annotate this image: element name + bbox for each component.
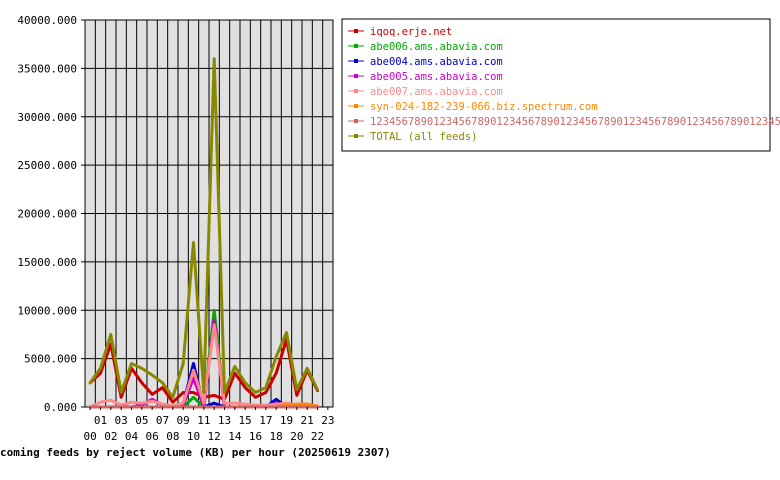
y-tick-label: 25000.000 xyxy=(17,159,77,172)
x-tick-label: 09 xyxy=(177,414,190,427)
legend-marker xyxy=(354,59,358,63)
x-tick-label: 03 xyxy=(115,414,128,427)
x-tick-label: 11 xyxy=(197,414,210,427)
chart-caption: coming feeds by reject volume (KB) per h… xyxy=(0,446,391,459)
x-tick-label: 12 xyxy=(208,430,221,443)
y-tick-label: 0.000 xyxy=(44,401,77,414)
x-tick-label: 07 xyxy=(156,414,169,427)
y-tick-label: 35000.000 xyxy=(17,62,77,75)
y-tick-label: 5000.000 xyxy=(24,353,77,366)
x-tick-label: 01 xyxy=(94,414,107,427)
y-tick-label: 30000.000 xyxy=(17,111,77,124)
x-tick-label: 14 xyxy=(228,430,242,443)
legend-label: syn-024-182-239-066.biz.spectrum.com xyxy=(370,101,598,113)
legend-marker xyxy=(354,29,358,33)
legend-label: TOTAL (all feeds) xyxy=(370,131,477,143)
legend-marker xyxy=(354,44,358,48)
legend-marker xyxy=(354,119,358,123)
x-tick-label: 06 xyxy=(146,430,159,443)
x-tick-label: 15 xyxy=(239,414,252,427)
legend-marker xyxy=(354,89,358,93)
x-tick-label: 05 xyxy=(135,414,148,427)
legend-label: abe004.ams.abavia.com xyxy=(370,56,503,68)
x-tick-label: 22 xyxy=(311,430,324,443)
x-tick-label: 16 xyxy=(249,430,262,443)
series-line-abe007-ams-abavia-com xyxy=(88,323,319,409)
legend-label: iqoq.erje.net xyxy=(370,26,452,38)
legend-marker xyxy=(354,104,358,108)
x-tick-label: 02 xyxy=(104,430,117,443)
y-tick-label: 10000.000 xyxy=(17,304,77,317)
legend-marker xyxy=(354,134,358,138)
legend-label: abe006.ams.abavia.com xyxy=(370,41,503,53)
x-tick-label: 19 xyxy=(280,414,293,427)
legend-label: abe007.ams.abavia.com xyxy=(370,86,503,98)
y-tick-label: 20000.000 xyxy=(17,208,77,221)
x-tick-label: 20 xyxy=(290,430,303,443)
legend-marker xyxy=(354,74,358,78)
x-tick-label: 21 xyxy=(301,414,314,427)
legend-box xyxy=(341,18,771,152)
x-tick-label: 08 xyxy=(166,430,179,443)
legend-label: abe005.ams.abavia.com xyxy=(370,71,503,83)
x-tick-label: 18 xyxy=(270,430,283,443)
y-tick-label: 40000.000 xyxy=(17,14,77,27)
x-tick-label: 00 xyxy=(84,430,97,443)
x-tick-label: 04 xyxy=(125,430,139,443)
x-tick-label: 23 xyxy=(321,414,334,427)
y-tick-label: 15000.000 xyxy=(17,256,77,269)
x-tick-label: 10 xyxy=(187,430,200,443)
x-tick-label: 13 xyxy=(218,414,231,427)
series-line-total-all-feeds xyxy=(88,57,319,399)
x-tick-label: 17 xyxy=(259,414,272,427)
legend-label: 1234567890123456789012345678901234567890… xyxy=(370,116,780,128)
